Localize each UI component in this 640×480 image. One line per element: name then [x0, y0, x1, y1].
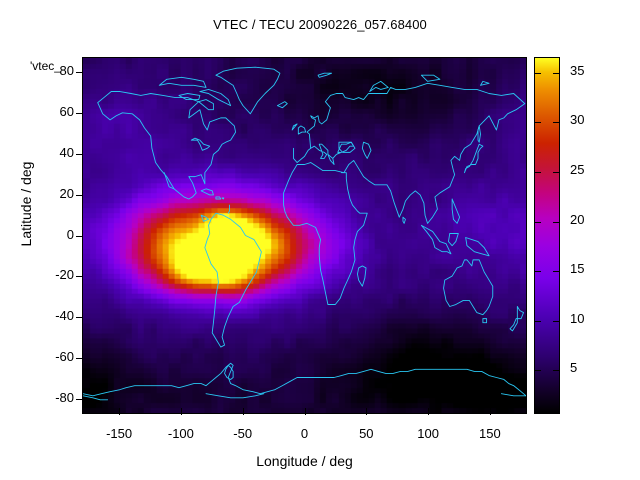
- x-tick-label: 50: [359, 426, 374, 441]
- y-tick-label: -80: [55, 389, 74, 405]
- x-tick-mark: [428, 408, 430, 415]
- y-axis-label: Latitude / deg: [18, 161, 34, 247]
- x-tick-label: -50: [233, 426, 253, 441]
- colorbar-gradient: [535, 58, 559, 413]
- x-tick-label: 100: [417, 426, 439, 441]
- colorbar-tick-label: 35: [570, 62, 585, 78]
- colorbar-tick-label: 30: [570, 112, 585, 128]
- y-tick-label: 20: [59, 185, 74, 201]
- colorbar-tick-label: 20: [570, 211, 585, 227]
- x-tick-label: 150: [479, 426, 501, 441]
- x-tick-mark: [304, 408, 306, 415]
- page-title: VTEC / TECU 20090226_057.68400: [213, 17, 427, 32]
- y-tick-mark: [76, 113, 83, 115]
- x-tick-label: 0: [300, 426, 309, 441]
- colorbar-tick-label: 25: [570, 162, 585, 178]
- x-tick-mark: [366, 408, 368, 415]
- y-tick-label: 60: [59, 104, 74, 120]
- vtec-heatmap-canvas: [83, 58, 526, 413]
- y-tick-label: 0: [66, 226, 74, 242]
- y-tick-label: -60: [55, 348, 74, 364]
- colorbar-tick-mark: [535, 72, 541, 74]
- plot-key-label: 'vtec_: [30, 59, 61, 73]
- colorbar-tick-mark: [553, 271, 559, 273]
- colorbar-tick-mark: [535, 221, 541, 223]
- colorbar-tick-label: 10: [570, 310, 585, 326]
- y-tick-label: -40: [55, 308, 74, 324]
- x-tick-mark: [489, 408, 491, 415]
- colorbar-tick-mark: [553, 370, 559, 372]
- y-tick-mark: [76, 357, 83, 359]
- colorbar-tick-mark: [535, 122, 541, 124]
- x-tick-mark: [242, 408, 244, 415]
- colorbar-tick-mark: [535, 271, 541, 273]
- colorbar-tick-mark: [553, 72, 559, 74]
- y-tick-mark: [76, 235, 83, 237]
- x-tick-mark: [180, 408, 182, 415]
- colorbar-tick-mark: [535, 172, 541, 174]
- x-tick-label: -100: [167, 426, 194, 441]
- colorbar-tick-mark: [535, 370, 541, 372]
- colorbar-tick-mark: [553, 221, 559, 223]
- colorbar: [534, 57, 560, 414]
- x-axis-label: Longitude / deg: [256, 453, 353, 469]
- colorbar-tick-mark: [553, 172, 559, 174]
- colorbar-tick-mark: [535, 320, 541, 322]
- y-tick-mark: [76, 317, 83, 319]
- colorbar-tick-label: 15: [570, 261, 585, 277]
- y-tick-label: 40: [59, 144, 74, 160]
- y-tick-label: -20: [55, 267, 74, 283]
- coastline-overlay: [83, 58, 526, 413]
- y-tick-mark: [76, 398, 83, 400]
- y-tick-mark: [76, 72, 83, 74]
- x-tick-mark: [119, 408, 121, 415]
- plot-area: [82, 57, 527, 414]
- y-tick-mark: [76, 153, 83, 155]
- y-tick-label: 80: [59, 63, 74, 79]
- colorbar-tick-mark: [553, 320, 559, 322]
- x-tick-label: -150: [106, 426, 133, 441]
- colorbar-tick-mark: [553, 122, 559, 124]
- y-tick-mark: [76, 194, 83, 196]
- y-tick-mark: [76, 276, 83, 278]
- colorbar-tick-label: 5: [570, 360, 578, 376]
